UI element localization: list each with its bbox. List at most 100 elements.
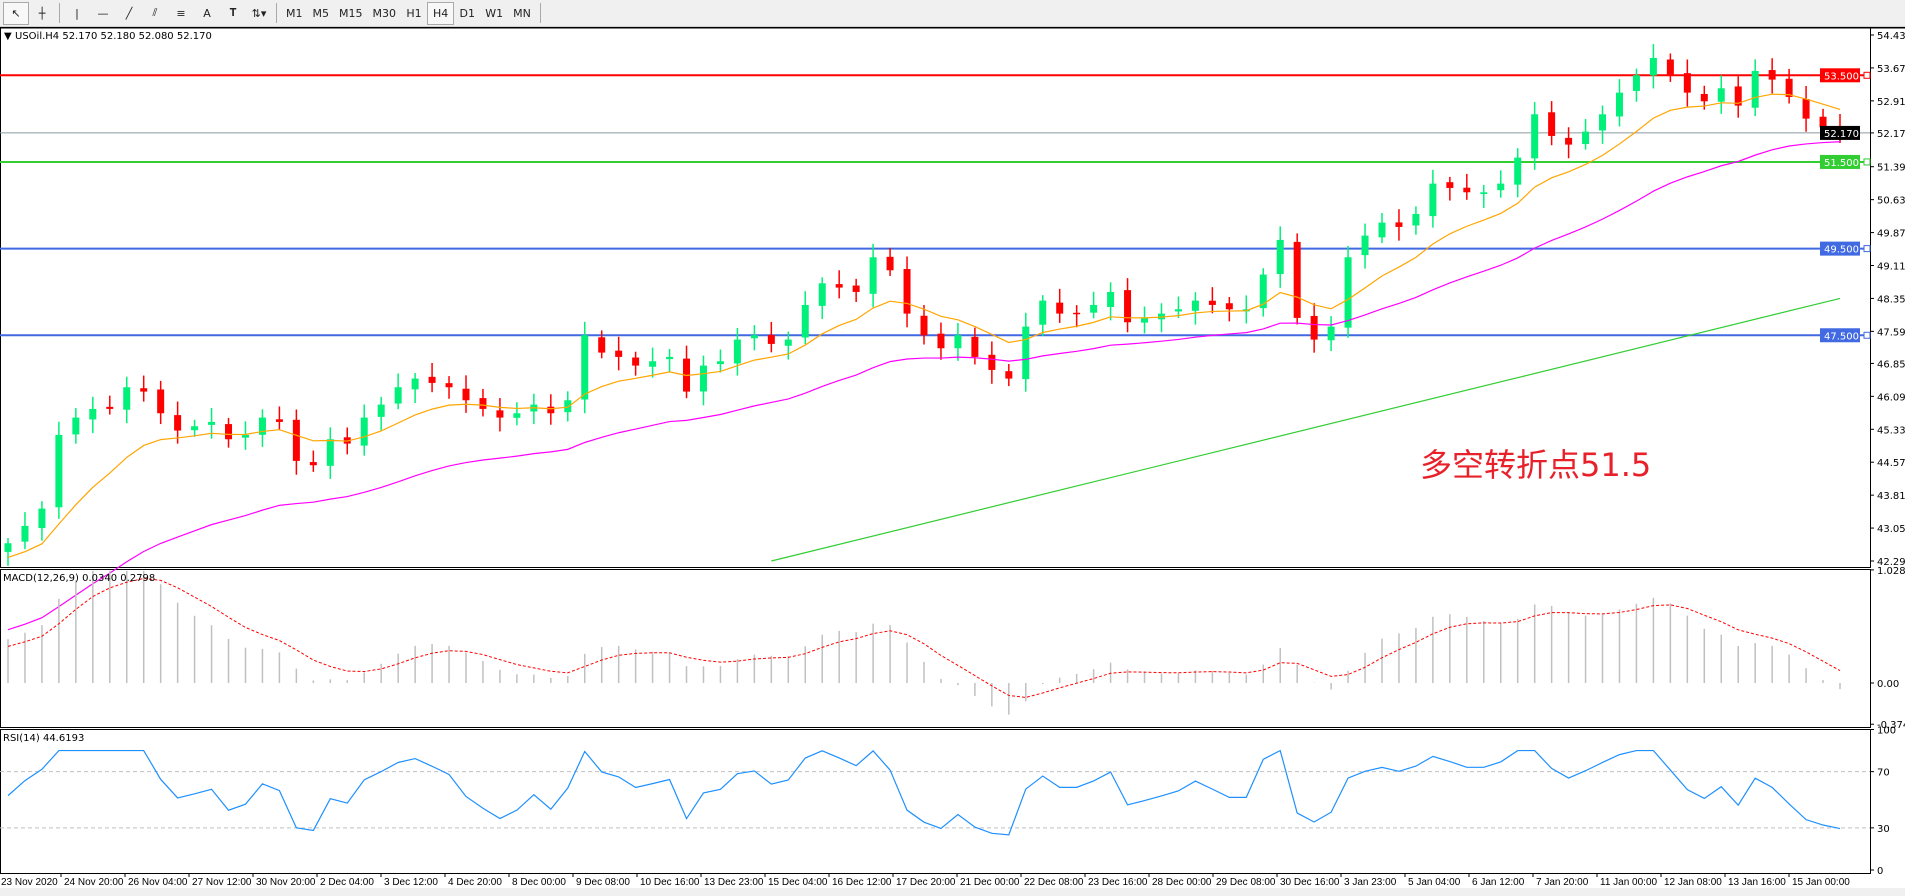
bull-candle — [1378, 222, 1386, 238]
bear-candle — [309, 462, 317, 466]
timeframe-m5[interactable]: M5 — [312, 6, 330, 20]
level-price-badge — [1820, 241, 1860, 256]
macd-pane — [7, 570, 1841, 715]
bear-candle — [1785, 78, 1793, 97]
bull-candle — [1412, 213, 1420, 226]
level-price-label: 53.500 — [1824, 71, 1859, 82]
bear-candle — [428, 376, 436, 383]
bear-candle — [225, 424, 233, 440]
time-tick-label: 30 Dec 16:00 — [1280, 877, 1340, 888]
cursor-icon[interactable]: ↖ — [3, 1, 29, 25]
time-tick-label: 4 Dec 20:00 — [448, 877, 502, 888]
arrows-icon[interactable]: ⇅▾ — [251, 6, 267, 20]
price-tick-label: 54.430 — [1877, 31, 1905, 42]
rsi-line — [7, 749, 1841, 836]
timeframe-d1[interactable]: D1 — [459, 6, 476, 20]
bull-candle — [377, 404, 385, 417]
time-tick-label: 8 Dec 00:00 — [512, 877, 566, 888]
bull-candle — [258, 417, 266, 435]
bull-candle — [1174, 309, 1182, 312]
time-tick-label: 13 Jan 16:00 — [1728, 877, 1786, 888]
horizontal-line-icon[interactable]: — — [97, 6, 109, 20]
bear-candle — [1395, 222, 1403, 227]
bear-candle — [547, 406, 555, 414]
pane-border — [0, 569, 1871, 728]
time-tick-label: 15 Dec 04:00 — [768, 877, 828, 888]
bear-candle — [343, 437, 351, 444]
rsi-tick-label: 0 — [1877, 866, 1883, 877]
bear-candle — [1768, 70, 1776, 80]
time-tick-label: 11 Jan 00:00 — [1600, 877, 1658, 888]
bear-candle — [971, 336, 979, 357]
timeframe-h1[interactable]: H1 — [406, 6, 422, 20]
bull-candle — [1107, 291, 1115, 308]
timeframe-h4[interactable]: H4 — [427, 1, 455, 25]
time-tick-label: 10 Dec 16:00 — [640, 877, 700, 888]
bull-candle — [1327, 326, 1335, 341]
axes: 54.430 53.670 52.910 52.170 51.390 50.630 49.8… — [1, 31, 1905, 888]
level-price-badge — [1820, 154, 1860, 169]
bull-candle — [1649, 57, 1657, 76]
collapse-arrow-icon[interactable]: ▼ — [4, 31, 12, 42]
timeframe-m1[interactable]: M1 — [286, 6, 303, 20]
price-tick-label: 49.870 — [1877, 229, 1905, 240]
price-levels — [0, 74, 1870, 337]
bear-candle — [1734, 86, 1742, 106]
bear-candle — [1463, 187, 1471, 193]
bull-candle — [241, 434, 249, 438]
bull-candle — [55, 434, 63, 508]
price-tick-label: 46.090 — [1877, 392, 1905, 403]
candles — [4, 44, 1844, 566]
timeframe-m15[interactable]: M15 — [339, 6, 363, 20]
bear-candle — [174, 415, 182, 431]
timeframe-w1[interactable]: W1 — [485, 6, 504, 20]
bear-candle — [1802, 99, 1810, 119]
bear-candle — [920, 315, 928, 336]
bull-candle — [750, 335, 758, 339]
bull-candle — [21, 525, 29, 542]
crosshair-icon[interactable]: ┼ — [38, 6, 46, 20]
bear-candle — [937, 333, 945, 349]
rsi-title: RSI(14) 44.6193 — [3, 733, 84, 744]
time-tick-label: 17 Dec 20:00 — [896, 877, 956, 888]
price-tick-label: 42.290 — [1877, 557, 1905, 568]
macd-tick-label: 0.00 — [1877, 679, 1899, 690]
vertical-line-icon[interactable]: | — [75, 6, 79, 20]
chart-area[interactable]: 53.500 51.500 49.500 47.500 52.170 54.430 53.… — [0, 27, 1905, 888]
trendline-icon[interactable]: ╱ — [125, 6, 133, 20]
price-tick-label: 53.670 — [1877, 64, 1905, 75]
fibonacci-retracement-icon[interactable]: ≡ — [176, 6, 186, 20]
bear-candle — [275, 419, 283, 422]
bear-candle — [1666, 59, 1674, 76]
bull-candle — [123, 387, 131, 410]
bear-candle — [1700, 93, 1708, 102]
bull-candle — [411, 378, 419, 390]
bear-candle — [1446, 182, 1454, 188]
bear-candle — [445, 383, 453, 388]
level-handle — [1863, 245, 1871, 253]
price-tick-label: 48.350 — [1877, 294, 1905, 305]
timeframe-mn[interactable]: MN — [513, 6, 531, 20]
annotation-text: 多空转折点51.5 — [1420, 446, 1652, 484]
bear-candle — [598, 337, 606, 353]
bull-candle — [733, 339, 741, 364]
timeframe-m30[interactable]: M30 — [372, 6, 397, 20]
time-tick-label: 9 Dec 08:00 — [576, 877, 630, 888]
text-label-icon[interactable]: 𝐓 — [229, 6, 237, 19]
bull-candle — [716, 361, 724, 365]
price-tick-label: 46.850 — [1877, 359, 1905, 370]
time-tick-label: 16 Dec 12:00 — [832, 877, 892, 888]
price-tick-label: 44.570 — [1877, 458, 1905, 469]
bull-candle — [1259, 274, 1267, 309]
current-price-label: 52.170 — [1824, 129, 1859, 140]
price-tick-label: 52.170 — [1877, 129, 1905, 140]
bear-candle — [1073, 312, 1081, 315]
bear-candle — [1005, 371, 1013, 379]
price-tick-label: 45.330 — [1877, 425, 1905, 436]
time-tick-label: 29 Dec 08:00 — [1216, 877, 1276, 888]
rsi-pane — [0, 749, 1870, 836]
time-tick-label: 15 Jan 00:00 — [1792, 877, 1850, 888]
text-icon[interactable]: A — [203, 6, 211, 20]
bear-candle — [988, 354, 996, 370]
fibonacci-fan-icon[interactable]: ⫽ — [152, 6, 158, 19]
